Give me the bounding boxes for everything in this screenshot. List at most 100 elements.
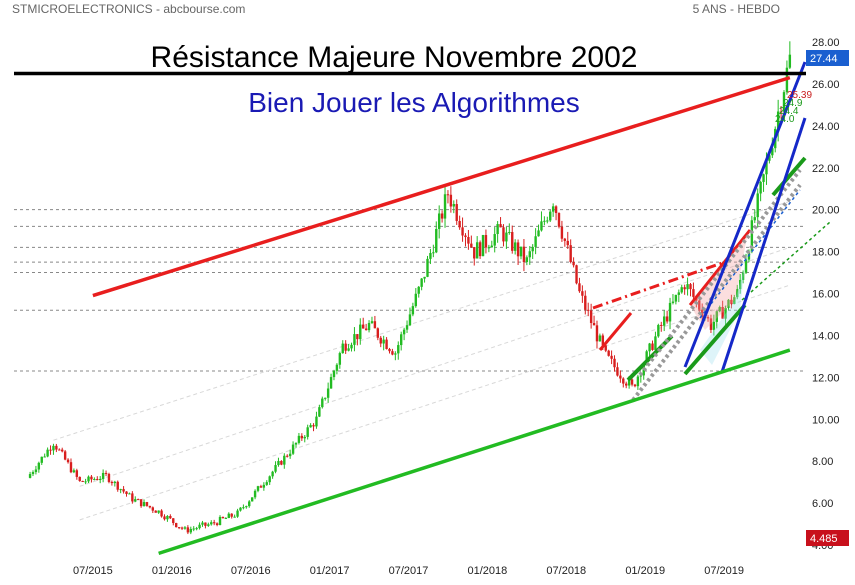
candle-body: [657, 324, 660, 337]
candle-body: [163, 516, 166, 520]
candle-body: [771, 148, 774, 156]
candle-body: [435, 228, 438, 253]
channel-lines: [53, 200, 791, 521]
algorithm-overlays: [592, 61, 831, 402]
candle-body: [315, 416, 318, 427]
candle-body: [525, 257, 529, 263]
candle-body: [625, 383, 628, 386]
x-tick-label: 07/2018: [546, 565, 586, 577]
candle-body: [549, 211, 552, 221]
small-price-label: 24.0: [775, 114, 795, 125]
candle-body: [589, 310, 593, 324]
candle-body: [300, 435, 304, 439]
candle-body: [779, 111, 783, 113]
candle-body: [733, 297, 736, 304]
candle-body: [513, 242, 517, 251]
green-short-line: [683, 303, 747, 376]
candle-body: [329, 377, 333, 389]
candle-body: [43, 456, 46, 458]
candle-body: [291, 444, 295, 454]
candle-body: [423, 276, 426, 279]
candle-body: [288, 453, 292, 457]
y-tick-label: 6.00: [812, 498, 833, 510]
candle-body: [195, 528, 198, 530]
candle-body: [560, 226, 564, 239]
candle-body: [759, 181, 762, 194]
candle-body: [359, 324, 362, 340]
candle-body: [584, 295, 587, 310]
candle-body: [277, 460, 280, 466]
candle-body: [40, 456, 43, 463]
candle-body: [496, 224, 499, 235]
y-tick-label: 26.00: [812, 79, 840, 91]
candle-body: [399, 334, 403, 346]
candle-body: [782, 92, 786, 112]
candle-body: [551, 206, 555, 212]
candle-body: [686, 284, 689, 290]
candle-body: [511, 232, 514, 251]
candle-body: [259, 486, 263, 488]
candle-body: [49, 449, 52, 451]
candle-body: [172, 518, 175, 523]
candle-body: [531, 246, 534, 252]
channel-line: [79, 284, 791, 521]
candle-body: [502, 227, 505, 242]
candle-body: [58, 449, 61, 451]
candle-body: [242, 507, 245, 509]
candle-body: [388, 348, 391, 352]
candle-body: [484, 235, 488, 248]
candle-body: [189, 528, 192, 533]
candle-body: [446, 194, 450, 196]
candle-body: [55, 445, 58, 450]
candle-body: [478, 242, 482, 257]
candle-body: [169, 516, 172, 519]
candle-body: [139, 499, 143, 507]
candle-body: [90, 476, 93, 480]
x-tick-label: 07/2015: [73, 565, 113, 577]
candle-body: [341, 343, 344, 354]
candle-body: [72, 470, 76, 473]
candle-body: [113, 481, 117, 484]
candle-body: [651, 343, 654, 350]
low-price-label: 4.485: [810, 533, 838, 545]
candle-body: [554, 206, 558, 214]
candle-body: [709, 318, 713, 330]
blue-line: [720, 117, 807, 373]
candle-body: [125, 491, 128, 494]
candle-body: [519, 246, 523, 257]
candle-body: [104, 472, 108, 474]
candle-body: [534, 236, 537, 247]
candle-body: [665, 316, 669, 322]
candle-body: [87, 476, 90, 482]
candle-body: [613, 358, 616, 368]
candle-body: [715, 311, 718, 322]
candle-body: [350, 344, 353, 349]
channel-line: [79, 246, 791, 487]
candle-body: [321, 398, 324, 408]
candle-body: [379, 337, 382, 344]
candle-body: [578, 283, 581, 292]
candle-body: [248, 501, 251, 507]
candle-body: [128, 493, 131, 495]
candle-body: [426, 258, 429, 277]
candle-body: [744, 259, 748, 273]
candle-body: [414, 293, 418, 307]
y-axis: 4.006.008.0010.0012.0014.0016.0018.0020.…: [812, 37, 840, 552]
candle-body: [136, 499, 140, 501]
candle-body: [738, 279, 742, 290]
candle-body: [37, 462, 41, 470]
y-tick-label: 28.00: [812, 37, 840, 49]
candle-body: [587, 309, 590, 311]
candle-body: [411, 306, 415, 315]
candle-body: [721, 306, 724, 319]
candle-body: [385, 339, 388, 349]
candle-body: [370, 321, 374, 323]
candle-body: [490, 245, 493, 248]
candle-body: [569, 245, 572, 263]
candle-body: [344, 343, 347, 351]
candle-body: [376, 328, 380, 338]
candle-body: [455, 204, 458, 221]
candle-body: [101, 472, 105, 479]
